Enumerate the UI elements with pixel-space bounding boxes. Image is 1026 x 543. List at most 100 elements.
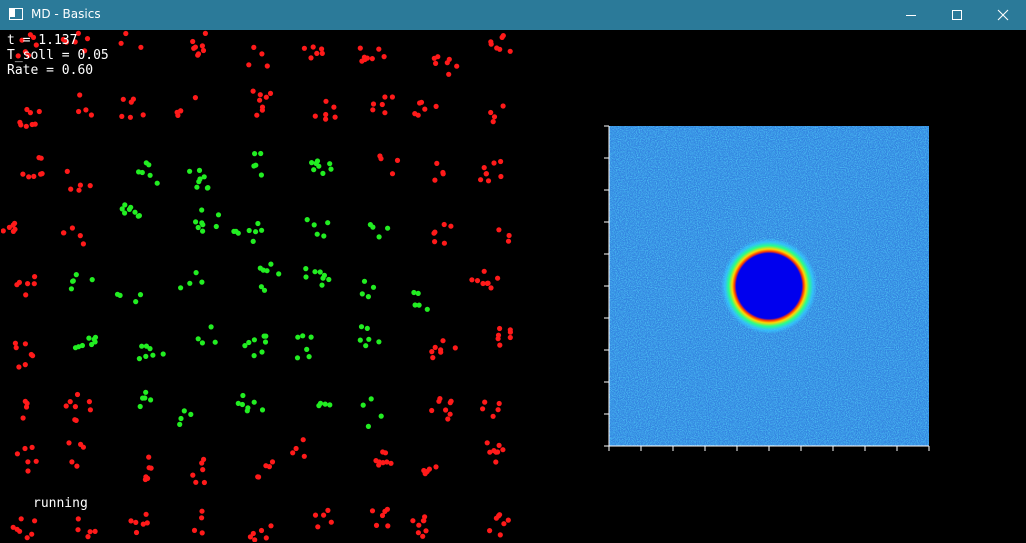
- particle: [22, 341, 28, 347]
- particle: [89, 277, 95, 283]
- particle: [120, 96, 126, 102]
- particle: [415, 112, 421, 118]
- particle: [148, 465, 154, 471]
- particle: [251, 337, 257, 343]
- particle: [258, 284, 264, 290]
- particle: [370, 107, 376, 113]
- particle: [258, 172, 264, 178]
- particle: [482, 399, 488, 405]
- particle: [33, 458, 39, 464]
- particle: [332, 114, 338, 120]
- density-field: [609, 126, 929, 446]
- particle-simulation-view[interactable]: t = 1.137 T_soll = 0.05 Rate = 0.60 runn…: [1, 30, 513, 542]
- particle: [130, 96, 136, 102]
- particle: [491, 114, 498, 120]
- particle: [415, 530, 421, 536]
- particle: [365, 423, 371, 429]
- particle: [429, 407, 435, 414]
- particle: [74, 391, 81, 398]
- particle: [303, 274, 309, 280]
- particle: [328, 166, 334, 172]
- particle: [311, 167, 317, 173]
- particle: [469, 277, 475, 283]
- particle: [175, 112, 181, 118]
- particle: [432, 344, 438, 350]
- particle: [377, 153, 383, 159]
- particle: [312, 113, 318, 119]
- particle: [75, 30, 81, 36]
- particle: [200, 228, 206, 234]
- particle: [389, 171, 396, 177]
- particle: [78, 441, 84, 447]
- particle: [252, 537, 258, 542]
- particle: [188, 411, 194, 417]
- particle: [250, 238, 256, 244]
- particle: [122, 210, 128, 216]
- particle: [376, 46, 382, 52]
- particle: [195, 51, 202, 57]
- particle: [485, 178, 492, 184]
- particle: [239, 401, 245, 408]
- particle: [432, 229, 438, 235]
- particle: [422, 514, 428, 520]
- particle: [140, 112, 146, 118]
- particle: [199, 530, 205, 536]
- particle: [29, 531, 35, 537]
- particle: [497, 46, 503, 52]
- particle: [22, 362, 28, 368]
- particle: [20, 171, 26, 177]
- close-button[interactable]: [980, 0, 1026, 30]
- particle: [300, 333, 306, 339]
- particle: [433, 60, 439, 66]
- particle: [39, 171, 45, 177]
- particle: [507, 48, 513, 54]
- particle: [201, 479, 207, 486]
- particle: [259, 349, 265, 355]
- particle: [294, 355, 301, 361]
- particle: [139, 169, 145, 176]
- particle: [126, 206, 132, 212]
- particle: [380, 449, 386, 455]
- maximize-button[interactable]: [934, 0, 980, 30]
- particle: [14, 451, 20, 457]
- particle: [114, 291, 121, 297]
- status-text: running: [33, 496, 88, 511]
- particle: [381, 54, 387, 60]
- particle: [266, 464, 272, 470]
- particle: [250, 530, 256, 537]
- particle: [15, 53, 21, 59]
- particle: [259, 107, 265, 113]
- particle: [6, 224, 12, 230]
- particle: [446, 71, 452, 77]
- particle: [368, 396, 374, 402]
- particle: [321, 272, 327, 278]
- particle: [72, 404, 78, 410]
- particle: [150, 352, 156, 358]
- particle: [244, 408, 250, 414]
- particle: [250, 88, 256, 94]
- particle: [422, 106, 428, 112]
- particle: [325, 507, 331, 513]
- particle: [86, 335, 92, 341]
- particle: [178, 285, 184, 291]
- particle: [497, 342, 503, 348]
- particle: [432, 239, 438, 245]
- particle: [435, 54, 441, 60]
- particle: [411, 289, 417, 296]
- particle: [480, 406, 486, 412]
- particle: [66, 440, 72, 446]
- particle: [10, 228, 16, 234]
- particle: [67, 399, 73, 405]
- particle: [255, 220, 261, 227]
- particle: [365, 294, 371, 300]
- particle: [200, 467, 206, 473]
- particle: [154, 180, 160, 186]
- particle: [301, 45, 307, 51]
- particle: [490, 119, 496, 125]
- particle: [195, 336, 201, 342]
- particle: [77, 182, 83, 188]
- minimize-button[interactable]: [888, 0, 934, 30]
- particle: [18, 122, 24, 128]
- particle: [143, 343, 149, 349]
- particle: [196, 167, 203, 173]
